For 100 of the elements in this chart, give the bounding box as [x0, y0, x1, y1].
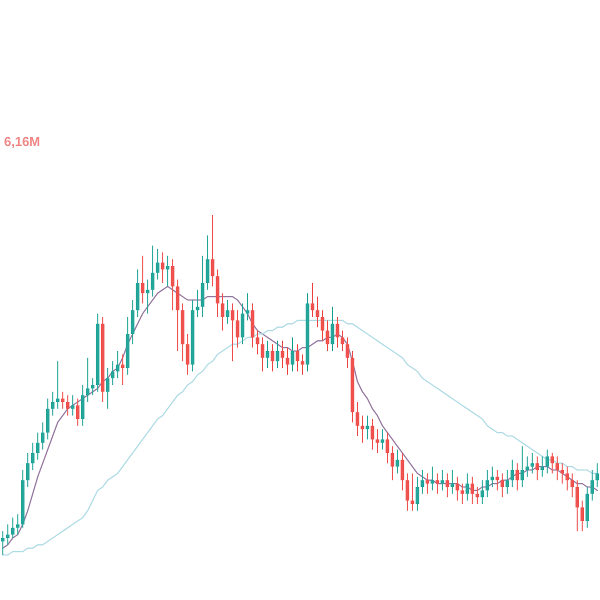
candlestick — [326, 320, 330, 352]
candlestick — [386, 432, 390, 464]
candlestick — [46, 398, 50, 440]
candlestick — [36, 432, 40, 460]
candlestick — [576, 480, 580, 532]
candlestick — [526, 456, 530, 478]
candlestick — [316, 296, 320, 328]
candlestick — [480, 480, 484, 504]
candlestick — [380, 428, 384, 450]
candlestick — [580, 500, 584, 532]
candlestick — [486, 470, 490, 498]
candlestick — [566, 466, 570, 491]
candlestick — [210, 214, 214, 287]
candlestick — [80, 384, 84, 426]
candlestick — [106, 368, 110, 410]
candlestick — [356, 402, 360, 436]
candlestick — [310, 282, 314, 318]
candlestick — [590, 470, 594, 502]
candlestick — [346, 336, 350, 368]
candlestick — [400, 452, 404, 491]
candlestick — [330, 306, 334, 352]
candlestick — [110, 360, 114, 386]
candlestick — [116, 350, 120, 379]
candlestick — [260, 336, 264, 372]
candlestick — [290, 336, 294, 372]
candlestick — [456, 476, 460, 502]
candlestick — [230, 302, 234, 362]
candlestick — [426, 472, 430, 494]
candlestick — [440, 470, 444, 491]
candlestick — [86, 357, 90, 402]
candlestick — [336, 316, 340, 348]
candlestick — [166, 255, 170, 287]
candlestick — [370, 418, 374, 450]
candlestick — [176, 279, 180, 352]
candlestick — [546, 449, 550, 474]
candlestick — [40, 422, 44, 450]
candlestick — [56, 360, 60, 410]
candlestick — [396, 449, 400, 474]
candlestick — [226, 300, 230, 324]
candlestick — [280, 340, 284, 368]
candlestick — [70, 394, 74, 416]
candlestick — [340, 330, 344, 352]
candlestick — [26, 452, 30, 488]
candlestick — [560, 462, 564, 484]
candlestick — [410, 472, 414, 512]
candlestick — [506, 470, 510, 494]
candlestick — [556, 456, 560, 481]
candlestick — [60, 391, 64, 410]
candlestick — [536, 456, 540, 481]
candlestick — [1, 530, 4, 556]
candlestick — [170, 258, 174, 311]
candlestick — [276, 340, 280, 368]
candlestick — [200, 255, 204, 318]
candlestick — [240, 302, 244, 345]
candlestick — [376, 428, 380, 454]
candlestick — [510, 459, 514, 488]
candlestick — [390, 446, 394, 481]
candlestick — [540, 456, 544, 478]
candlestick — [16, 514, 20, 536]
candlestick — [130, 300, 134, 345]
candlestick — [416, 476, 420, 512]
candlestick — [446, 472, 450, 498]
candlestick — [206, 234, 210, 290]
candlestick — [246, 292, 250, 321]
candlestick — [430, 466, 434, 491]
candlestick — [420, 470, 424, 494]
candlestick — [6, 524, 10, 546]
candlestick — [470, 476, 474, 504]
candlestick — [320, 310, 324, 342]
candlestick — [550, 452, 554, 474]
candlestick — [140, 255, 144, 304]
candlestick — [500, 472, 504, 498]
text: 6,16M — [4, 134, 40, 149]
candlestick — [90, 378, 94, 396]
candlestick — [236, 310, 240, 348]
candlestick — [186, 334, 190, 376]
candlestick — [76, 398, 80, 426]
candlestick — [10, 517, 14, 538]
candlestick — [570, 472, 574, 498]
candlestick — [120, 354, 124, 386]
candlestick — [596, 462, 599, 488]
candlestick — [220, 292, 224, 332]
candlestick — [516, 462, 520, 491]
candlestick — [436, 472, 440, 494]
candlestick — [520, 446, 524, 488]
candlestick — [530, 452, 534, 474]
candlestick — [66, 394, 70, 416]
candlestick — [156, 248, 160, 280]
candlestick — [266, 340, 270, 368]
candlestick — [296, 344, 300, 372]
candlestick — [30, 442, 34, 470]
candlestick — [50, 391, 54, 416]
candlestick — [406, 472, 410, 512]
candlestick — [466, 472, 470, 502]
candlestick — [286, 347, 290, 376]
candlestick — [300, 354, 304, 376]
candlestick — [270, 344, 274, 372]
candlestick — [450, 470, 454, 494]
candlestick — [160, 252, 164, 284]
candlestick — [256, 330, 260, 355]
